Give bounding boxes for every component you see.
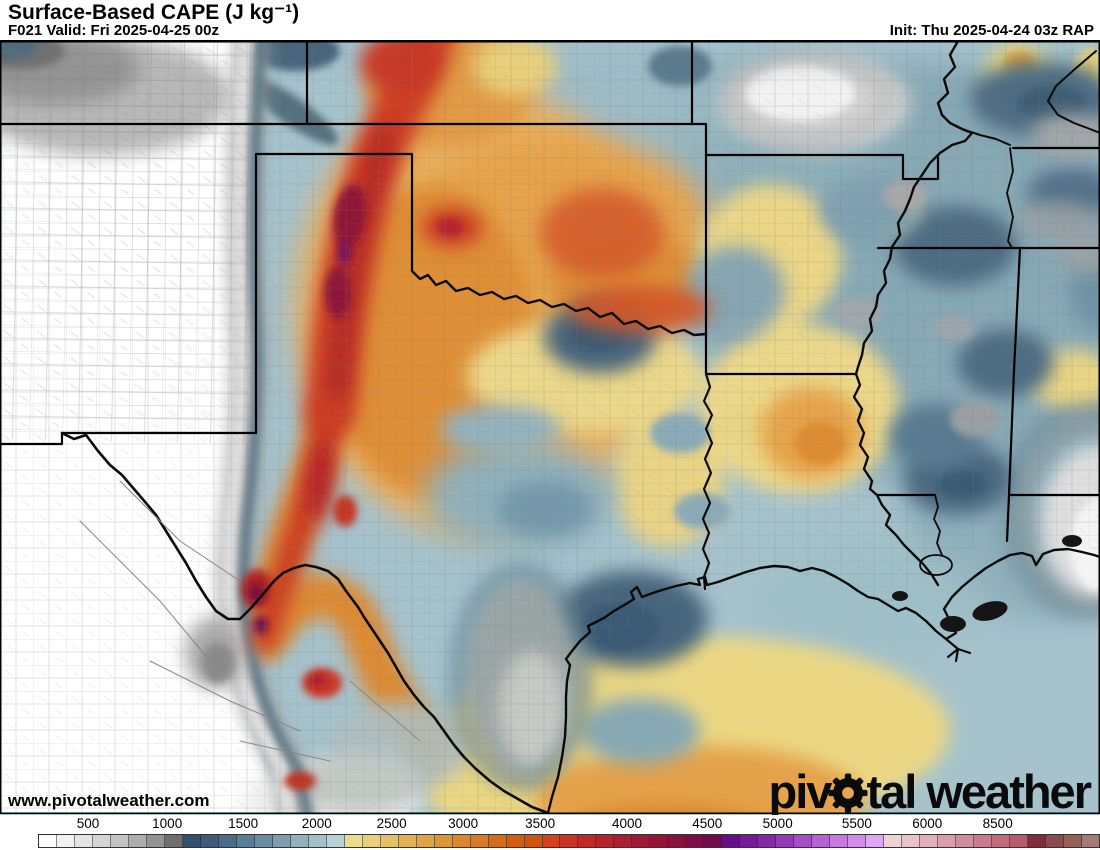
colorbar-tick: 3000	[448, 816, 479, 831]
colorbar-cell	[272, 835, 291, 847]
colorbar-cell	[992, 835, 1011, 847]
valid-time: F021 Valid: Fri 2025-04-25 00z	[8, 22, 219, 39]
colorbar-cell	[254, 835, 273, 847]
colorbar-cell	[146, 835, 165, 847]
colorbar-cell	[866, 835, 885, 847]
colorbar-tick: 1000	[152, 816, 183, 831]
colorbar: 500 1000 1500 2000 2500 3000 3500 4000 4500 5000 5…	[0, 815, 1100, 850]
colorbar-cell	[578, 835, 597, 847]
rivers	[60, 41, 1100, 814]
colorbar-cell	[308, 835, 327, 847]
colorbar-tick: 2000	[301, 816, 332, 831]
colorbar-tick: 4000	[611, 816, 643, 831]
colorbar-cell	[398, 835, 417, 847]
colorbar-cell	[470, 835, 489, 847]
colorbar-cell	[848, 835, 867, 847]
colorbar-tick: 4500	[692, 816, 723, 831]
colorbar-cell	[1046, 835, 1065, 847]
colorbar-cell	[596, 835, 615, 847]
colorbar-cell	[668, 835, 687, 847]
county-lines	[0, 41, 1100, 814]
colorbar-tick: 3500	[525, 816, 556, 831]
colorbar-cell	[218, 835, 237, 847]
colorbar-cell	[344, 835, 363, 847]
colorbar-cell	[416, 835, 435, 847]
colorbar-tick: 5000	[762, 816, 793, 831]
colorbar-tick: 5500	[841, 816, 872, 831]
colorbar-cell	[704, 835, 723, 847]
gear-icon	[828, 772, 868, 813]
colorbar-cell	[524, 835, 543, 847]
colorbar-cell	[290, 835, 309, 847]
colorbar-cell	[686, 835, 705, 847]
colorbar-cell	[92, 835, 111, 847]
weather-map: www.pivotalweather.com piv tal weather	[0, 40, 1100, 815]
logo-text-pre: piv	[768, 765, 833, 815]
colorbar-cell	[1028, 835, 1047, 847]
delta-marsh	[892, 535, 1082, 632]
logo-text-post: tal weather	[866, 765, 1092, 815]
colorbar-cell	[938, 835, 957, 847]
colorbar-cell	[794, 835, 813, 847]
colorbar-cell	[614, 835, 633, 847]
colorbar-labels: 500 1000 1500 2000 2500 3000 3500 4000 4500 5000 5…	[0, 815, 1100, 834]
colorbar-tick: 6000	[912, 816, 943, 831]
colorbar-cell	[506, 835, 525, 847]
colorbar-cell	[164, 835, 183, 847]
colorbar-tick: 8500	[982, 816, 1013, 831]
colorbar-cell	[362, 835, 381, 847]
colorbar-cell	[758, 835, 777, 847]
colorbar-cell	[1010, 835, 1029, 847]
colorbar-cell	[128, 835, 147, 847]
colorbar-cell	[884, 835, 903, 847]
colorbar-cell	[56, 835, 75, 847]
colorbar-cell	[560, 835, 579, 847]
colorbar-cell	[974, 835, 993, 847]
colorbar-cell	[1082, 835, 1100, 847]
colorbar-cell	[740, 835, 759, 847]
colorbar-tick: 1500	[228, 816, 259, 831]
colorbar-cell	[236, 835, 255, 847]
state-borders	[0, 41, 1100, 543]
colorbar-tick: 2500	[376, 816, 407, 831]
watermark: www.pivotalweather.com	[8, 791, 210, 810]
colorbar-cell	[38, 835, 57, 847]
colorbar-cell	[1064, 835, 1083, 847]
colorbar-cell	[434, 835, 453, 847]
colorbar-cells	[37, 834, 1100, 848]
map-frame	[0, 41, 1100, 814]
colorbar-cell	[830, 835, 849, 847]
init-time: Init: Thu 2025-04-24 03z RAP	[889, 22, 1094, 39]
colorbar-cell	[200, 835, 219, 847]
colorbar-cell	[380, 835, 399, 847]
colorbar-cell	[326, 835, 345, 847]
colorbar-cell	[632, 835, 651, 847]
cape-field-svg	[0, 41, 1100, 814]
colorbar-cell	[110, 835, 129, 847]
pivotal-weather-logo: piv tal weather	[768, 765, 1092, 815]
colorbar-tick: 500	[76, 816, 100, 831]
colorbar-cell	[74, 835, 93, 847]
colorbar-cell	[182, 835, 201, 847]
colorbar-cell	[452, 835, 471, 847]
colorbar-cell	[812, 835, 831, 847]
colorbar-cell	[776, 835, 795, 847]
colorbar-cell	[920, 835, 939, 847]
colorbar-cell	[722, 835, 741, 847]
colorbar-cell	[650, 835, 669, 847]
colorbar-cell	[488, 835, 507, 847]
colorbar-cell	[542, 835, 561, 847]
colorbar-cell	[902, 835, 921, 847]
page-title: Surface-Based CAPE (J kg⁻¹)	[8, 1, 300, 24]
colorbar-cell	[956, 835, 975, 847]
header: Surface-Based CAPE (J kg⁻¹) F021 Valid: …	[0, 0, 1100, 40]
